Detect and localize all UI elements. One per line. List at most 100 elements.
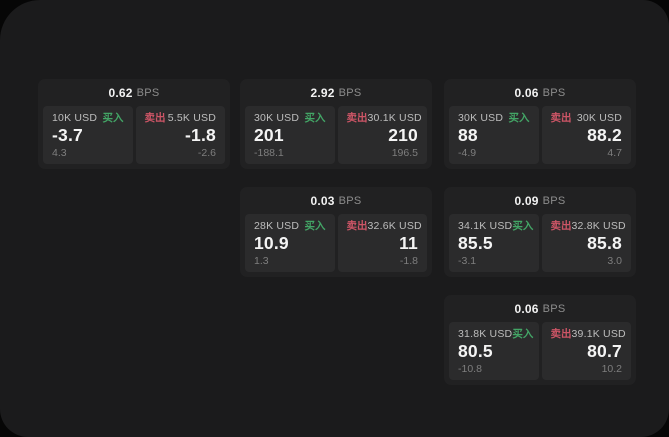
buy-price: 88 (458, 124, 478, 145)
buy-tile[interactable]: 34.1K USD 买入 85.5 -3.1 (449, 214, 539, 272)
buy-tile-header: 30K USD 买入 (254, 113, 326, 124)
sell-delta: 10.2 (601, 362, 622, 375)
sell-tag: 卖出 (550, 112, 572, 124)
buy-delta: -3.1 (458, 254, 477, 267)
sell-tile[interactable]: 卖出 30K USD 88.2 4.7 (541, 106, 631, 164)
buy-tile-header: 30K USD 买入 (458, 113, 530, 124)
sell-tile[interactable]: 卖出 39.1K USD 80.7 10.2 (541, 322, 631, 380)
bps-unit-label: BPS (542, 86, 566, 99)
quote-card: 2.92 BPS 30K USD 买入 201 -188.1 卖出 30.1K … (240, 79, 432, 169)
sell-delta: -2.6 (197, 146, 216, 159)
bps-unit-label: BPS (338, 86, 362, 99)
bps-unit-label: BPS (542, 194, 566, 207)
card-header: 0.06 BPS (449, 79, 631, 106)
sell-price: 210 (388, 124, 418, 145)
buy-delta: 1.3 (254, 254, 269, 267)
sell-notional: 39.1K USD (571, 328, 626, 340)
sell-tile[interactable]: 卖出 30.1K USD 210 196.5 (337, 106, 427, 164)
buy-delta: -4.9 (458, 146, 477, 159)
quote-card: 0.06 BPS 31.8K USD 买入 80.5 -10.8 卖出 39.1… (444, 295, 636, 385)
buy-tile-header: 31.8K USD 买入 (458, 328, 534, 340)
quote-tiles: 30K USD 买入 88 -4.9 卖出 30K USD 88.2 4.7 (449, 106, 631, 164)
sell-tile[interactable]: 卖出 32.6K USD 11 -1.8 (337, 214, 427, 272)
buy-tile-header: 28K USD 买入 (254, 221, 326, 232)
card-header: 0.62 BPS (43, 79, 225, 106)
bps-value: 0.03 (310, 193, 335, 208)
quote-card: 0.03 BPS 28K USD 买入 10.9 1.3 卖出 32.6K US… (240, 187, 432, 277)
sell-notional: 32.8K USD (571, 220, 626, 232)
bps-unit-label: BPS (136, 86, 160, 99)
buy-delta: -10.8 (458, 362, 482, 375)
sell-notional: 5.5K USD (167, 112, 216, 124)
bps-value: 0.09 (514, 193, 539, 208)
buy-tile-header: 10K USD 买入 (52, 113, 124, 124)
buy-tag: 买入 (102, 112, 124, 124)
bps-unit-label: BPS (542, 302, 566, 315)
bps-unit-label: BPS (338, 194, 362, 207)
quote-card: 0.62 BPS 10K USD 买入 -3.7 4.3 卖出 5.5K USD… (38, 79, 230, 169)
buy-price: -3.7 (52, 124, 83, 145)
quote-tiles: 31.8K USD 买入 80.5 -10.8 卖出 39.1K USD 80.… (449, 322, 631, 380)
sell-tag: 卖出 (346, 112, 368, 124)
buy-notional: 28K USD (254, 220, 300, 232)
buy-tag: 买入 (512, 220, 534, 232)
buy-notional: 31.8K USD (458, 328, 513, 340)
bps-value: 2.92 (310, 85, 335, 100)
sell-notional: 30K USD (576, 112, 622, 124)
buy-tile[interactable]: 31.8K USD 买入 80.5 -10.8 (449, 322, 539, 380)
buy-tag: 买入 (508, 112, 530, 124)
quote-tiles: 34.1K USD 买入 85.5 -3.1 卖出 32.8K USD 85.8… (449, 214, 631, 272)
buy-tag: 买入 (512, 328, 534, 340)
sell-delta: 3.0 (607, 254, 622, 267)
quote-card: 0.06 BPS 30K USD 买入 88 -4.9 卖出 30K USD 8… (444, 79, 636, 169)
sell-price: 85.8 (587, 232, 622, 253)
buy-tile[interactable]: 28K USD 买入 10.9 1.3 (245, 214, 335, 272)
buy-tile[interactable]: 10K USD 买入 -3.7 4.3 (43, 106, 133, 164)
sell-tile-header: 卖出 32.6K USD (346, 220, 422, 232)
buy-price: 85.5 (458, 232, 493, 253)
sell-tile-header: 卖出 5.5K USD (145, 113, 217, 124)
sell-price: 88.2 (587, 124, 622, 145)
buy-notional: 34.1K USD (458, 220, 513, 232)
sell-price: -1.8 (185, 124, 216, 145)
sell-tile-header: 卖出 30K USD (551, 113, 623, 124)
sell-delta: 4.7 (607, 146, 622, 159)
buy-tag: 买入 (304, 112, 326, 124)
sell-delta: -1.8 (399, 254, 418, 267)
buy-delta: -188.1 (254, 146, 284, 159)
sell-price: 11 (399, 232, 418, 253)
sell-tile[interactable]: 卖出 32.8K USD 85.8 3.0 (541, 214, 631, 272)
bps-value: 0.06 (514, 85, 539, 100)
quote-tiles: 10K USD 买入 -3.7 4.3 卖出 5.5K USD -1.8 -2.… (43, 106, 225, 164)
sell-tile-header: 卖出 30.1K USD (346, 112, 422, 124)
sell-delta: 196.5 (391, 146, 418, 159)
bps-value: 0.62 (108, 85, 133, 100)
buy-tile[interactable]: 30K USD 买入 201 -188.1 (245, 106, 335, 164)
sell-tag: 卖出 (346, 220, 368, 232)
buy-tag: 买入 (304, 220, 326, 232)
card-header: 0.09 BPS (449, 187, 631, 214)
sell-tile[interactable]: 卖出 5.5K USD -1.8 -2.6 (135, 106, 225, 164)
sell-notional: 32.6K USD (367, 220, 422, 232)
buy-notional: 10K USD (52, 112, 98, 124)
buy-price: 10.9 (254, 232, 289, 253)
sell-tag: 卖出 (550, 220, 572, 232)
buy-delta: 4.3 (52, 146, 67, 159)
quote-card: 0.09 BPS 34.1K USD 买入 85.5 -3.1 卖出 32.8K… (444, 187, 636, 277)
sell-tag: 卖出 (144, 112, 166, 124)
card-header: 0.03 BPS (245, 187, 427, 214)
card-header: 2.92 BPS (245, 79, 427, 106)
quote-tiles: 30K USD 买入 201 -188.1 卖出 30.1K USD 210 1… (245, 106, 427, 164)
sell-notional: 30.1K USD (367, 112, 422, 124)
buy-price: 201 (254, 124, 284, 145)
sell-tag: 卖出 (550, 328, 572, 340)
sell-price: 80.7 (587, 340, 622, 361)
buy-notional: 30K USD (458, 112, 504, 124)
sell-tile-header: 卖出 32.8K USD (550, 220, 626, 232)
quote-tiles: 28K USD 买入 10.9 1.3 卖出 32.6K USD 11 -1.8 (245, 214, 427, 272)
bps-value: 0.06 (514, 301, 539, 316)
buy-tile[interactable]: 30K USD 买入 88 -4.9 (449, 106, 539, 164)
buy-notional: 30K USD (254, 112, 300, 124)
